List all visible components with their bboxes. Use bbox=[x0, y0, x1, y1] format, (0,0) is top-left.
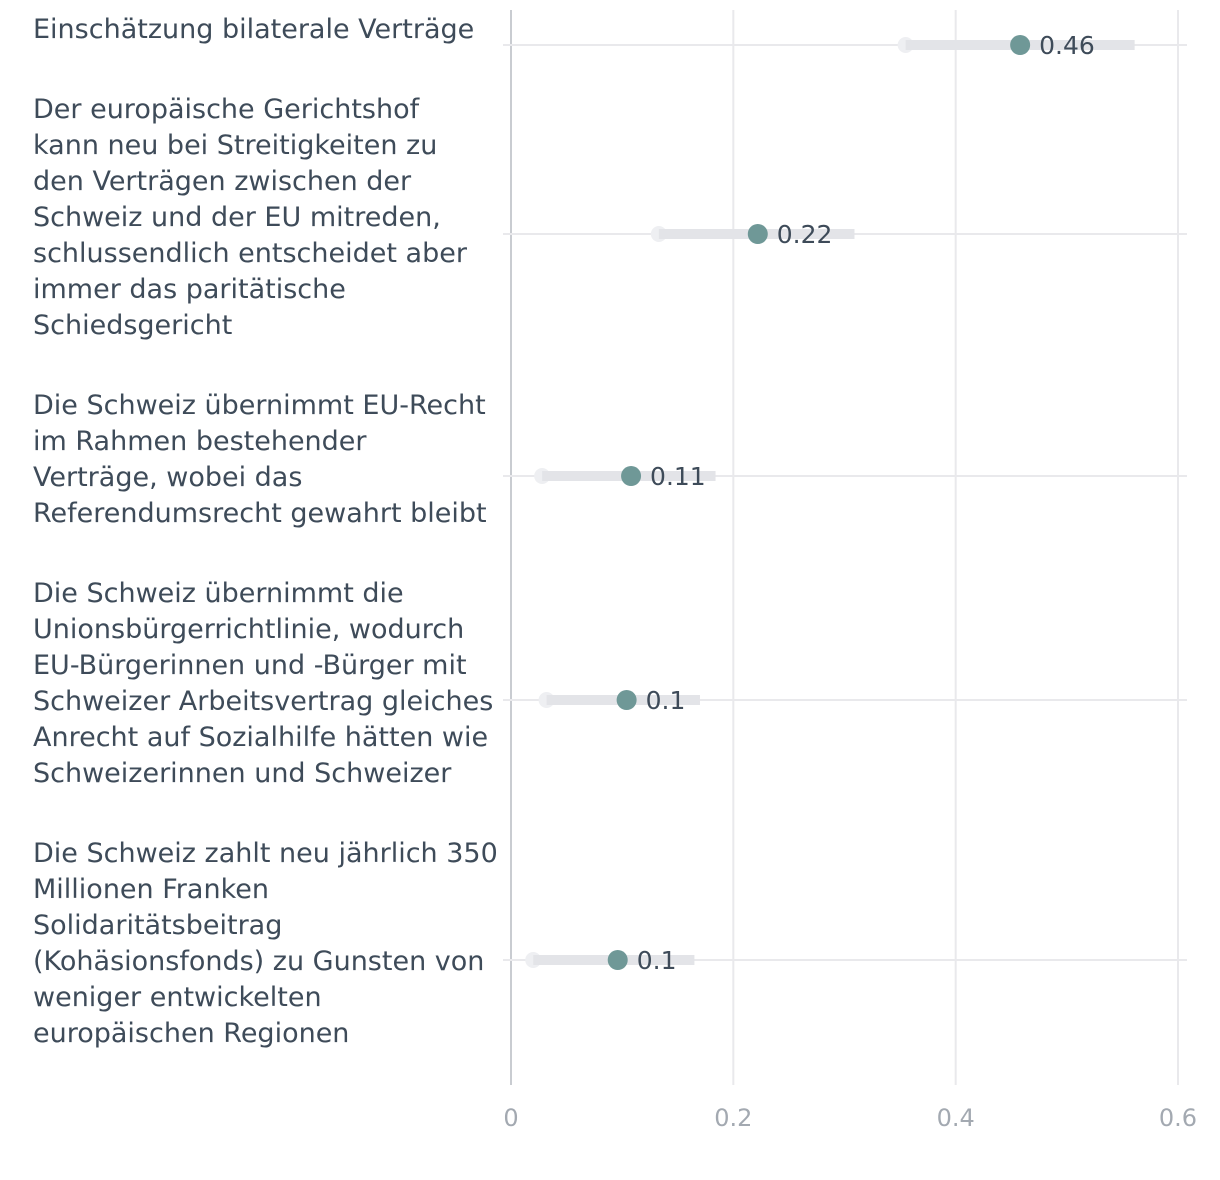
category-label-line: Die Schweiz übernimmt die bbox=[33, 578, 404, 609]
category-label-line: Die Schweiz übernimmt EU-Recht bbox=[33, 390, 486, 421]
category-label-line: Die Schweiz zahlt neu jährlich 350 bbox=[33, 838, 498, 869]
value-label: 0.46 bbox=[1039, 31, 1095, 60]
category-label-line: immer das paritätische bbox=[33, 274, 346, 305]
category-label-line: Solidaritätsbeitrag bbox=[33, 910, 282, 941]
category-label-line: Schweiz und der EU mitreden, bbox=[33, 202, 441, 233]
value-label: 0.1 bbox=[637, 946, 677, 975]
value-label: 0.1 bbox=[646, 686, 686, 715]
category-label: Der europäische Gerichtshof kann neu bei … bbox=[33, 94, 468, 341]
category-label-line: Referendumsrecht gewahrt bleibt bbox=[33, 498, 487, 529]
category-label-line: schlussendlich entscheidet aber bbox=[33, 238, 468, 269]
x-tick-label: 0.4 bbox=[937, 1104, 975, 1132]
value-label: 0.22 bbox=[777, 220, 833, 249]
x-tick-label: 0 bbox=[503, 1104, 518, 1132]
category-label-line: kann neu bei Streitigkeiten zu bbox=[33, 130, 437, 161]
estimate-point bbox=[747, 224, 768, 244]
category-label-line: Anrecht auf Sozialhilfe hätten wie bbox=[33, 722, 488, 753]
category-label-line: Einschätzung bilaterale Verträge bbox=[33, 14, 474, 45]
category-label-line: weniger entwickelten bbox=[33, 982, 322, 1013]
chart-rows: Einschätzung bilaterale Verträge 0.46 Der … bbox=[33, 14, 1187, 1049]
chart-row: Die Schweiz übernimmt die Unionsbürgerric… bbox=[33, 578, 1187, 789]
category-label: Die Schweiz übernimmt die Unionsbürgerric… bbox=[33, 578, 493, 789]
gridlines bbox=[510, 10, 1179, 1085]
chart-row: Einschätzung bilaterale Verträge 0.46 bbox=[33, 14, 1187, 60]
category-label-line: Verträge, wobei das bbox=[33, 462, 302, 493]
category-label-line: (Kohäsionsfonds) zu Gunsten von bbox=[33, 946, 484, 977]
category-label-line: europäischen Regionen bbox=[33, 1018, 349, 1049]
chart-row: Die Schweiz zahlt neu jährlich 350 Millio… bbox=[33, 838, 1187, 1049]
chart-row: Der europäische Gerichtshof kann neu bei … bbox=[33, 94, 1187, 341]
estimate-point bbox=[621, 466, 642, 486]
category-label-line: den Verträgen zwischen der bbox=[33, 166, 412, 197]
estimate-point bbox=[607, 950, 628, 970]
category-label-line: Der europäische Gerichtshof bbox=[33, 94, 421, 125]
estimate-point bbox=[616, 690, 637, 710]
category-label: Einschätzung bilaterale Verträge bbox=[33, 14, 474, 45]
category-label-line: Millionen Franken bbox=[33, 874, 269, 905]
category-label-line: Schweizerinnen und Schweizer bbox=[33, 758, 452, 789]
x-tick-label: 0.6 bbox=[1159, 1104, 1197, 1132]
estimate-point bbox=[1010, 35, 1031, 55]
x-tick-label: 0.2 bbox=[714, 1104, 752, 1132]
value-label: 0.11 bbox=[650, 462, 706, 491]
category-label: Die Schweiz übernimmt EU-Recht im Rahmen … bbox=[33, 390, 487, 529]
chart-row: Die Schweiz übernimmt EU-Recht im Rahmen … bbox=[33, 390, 1187, 529]
category-label-line: im Rahmen bestehender bbox=[33, 426, 367, 457]
category-label-line: EU-Bürgerinnen und -Bürger mit bbox=[33, 650, 467, 681]
x-axis-ticks: 0 0.2 0.4 0.6 bbox=[503, 1104, 1197, 1132]
category-label-line: Unionsbürgerrichtlinie, wodurch bbox=[33, 614, 464, 645]
category-label: Die Schweiz zahlt neu jährlich 350 Millio… bbox=[33, 838, 498, 1049]
category-label-line: Schiedsgericht bbox=[33, 310, 232, 341]
category-label-line: Schweizer Arbeitsvertrag gleiches bbox=[33, 686, 493, 717]
